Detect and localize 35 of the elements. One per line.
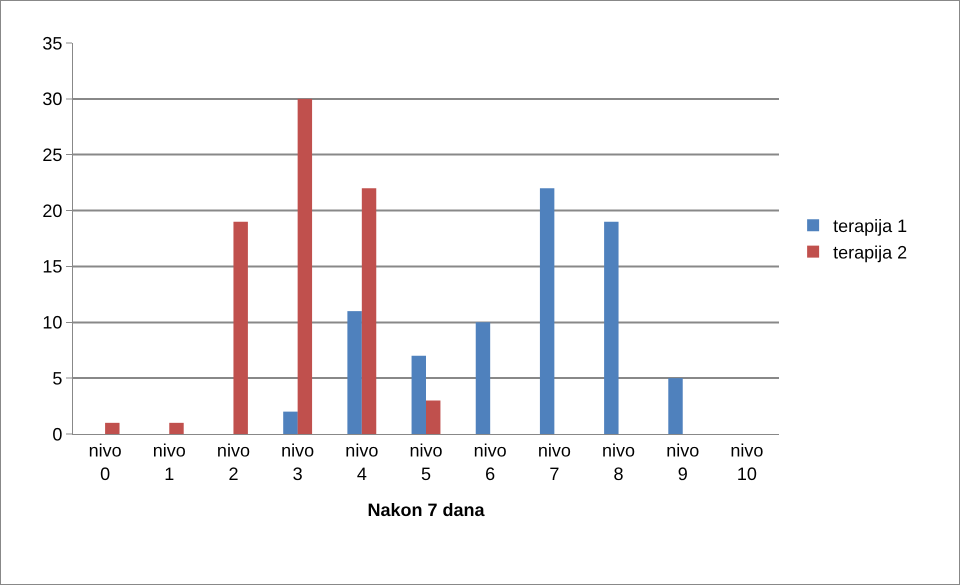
y-tick-label: 30	[42, 89, 62, 110]
y-tick-label: 35	[42, 33, 62, 54]
bar	[604, 222, 619, 434]
bar	[476, 322, 490, 434]
x-tick-label: nivo 2	[216, 440, 250, 484]
y-tick-label: 5	[52, 368, 62, 388]
x-tick-label: nivo 6	[474, 440, 507, 484]
bar	[362, 188, 376, 434]
x-axis-title: Nakon 7 dana	[367, 500, 486, 520]
x-tick-label: nivo 5	[409, 440, 443, 484]
legend-label: terapija 2	[833, 242, 908, 263]
x-tick-label: nivo 0	[88, 440, 122, 484]
y-tick-label: 0	[52, 424, 62, 444]
bar	[169, 422, 184, 434]
bar	[668, 378, 683, 434]
legend-label: terapija 1	[833, 216, 908, 236]
x-tick-label: nivo 4	[345, 440, 378, 484]
bar	[347, 311, 362, 434]
x-tick-label: nivo 7	[538, 440, 571, 484]
x-tick-label: nivo 3	[281, 440, 314, 484]
y-tick-label: 25	[42, 145, 62, 166]
x-tick-label: nivo 9	[666, 440, 700, 484]
bar	[412, 356, 426, 434]
x-tick-label: nivo 10	[730, 440, 764, 484]
y-tick-label: 15	[42, 256, 62, 277]
x-tick-label: nivo 8	[602, 440, 636, 484]
bar	[298, 98, 312, 434]
bar	[426, 400, 440, 434]
bar	[283, 412, 298, 434]
bar	[540, 188, 554, 434]
bar	[233, 222, 248, 434]
y-tick-label: 10	[42, 312, 62, 333]
x-tick-label: nivo 1	[152, 440, 186, 484]
bar	[105, 422, 120, 434]
y-tick-label: 20	[42, 200, 62, 221]
